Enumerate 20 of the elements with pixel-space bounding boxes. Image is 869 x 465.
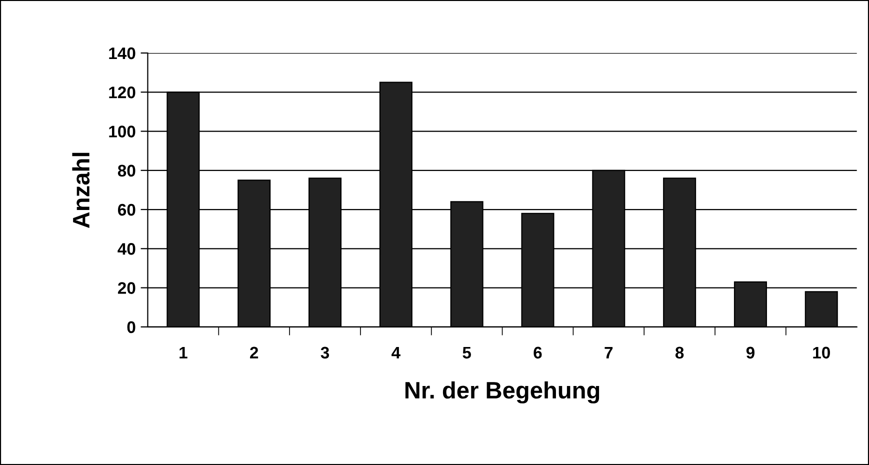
y-axis-title: Anzahl bbox=[72, 152, 90, 228]
x-tick-label: 1 bbox=[180, 346, 188, 358]
x-tick-label: 9 bbox=[746, 346, 754, 359]
x-tick-label: 10 bbox=[813, 346, 830, 359]
x-tick-label: 4 bbox=[392, 346, 400, 358]
y-tick-label: 120 bbox=[109, 86, 136, 98]
y-tick-label: 40 bbox=[118, 243, 136, 255]
y-tick-label: 0 bbox=[127, 321, 136, 334]
y-tick-label: 60 bbox=[118, 204, 136, 216]
x-tick-label: 5 bbox=[462, 346, 471, 359]
y-tick-label: 140 bbox=[109, 47, 136, 60]
x-tick-label: 3 bbox=[320, 346, 330, 359]
x-tick-label: 7 bbox=[604, 346, 613, 358]
x-axis-title: Nr. der Begehung bbox=[405, 381, 600, 404]
y-tick-label: 20 bbox=[118, 282, 136, 294]
y-tick-label: 100 bbox=[109, 126, 136, 138]
x-tick-label: 6 bbox=[534, 346, 542, 359]
x-tick-label: 8 bbox=[675, 346, 684, 359]
x-tick-label: 2 bbox=[250, 346, 258, 358]
y-tick-label: 80 bbox=[118, 164, 136, 177]
